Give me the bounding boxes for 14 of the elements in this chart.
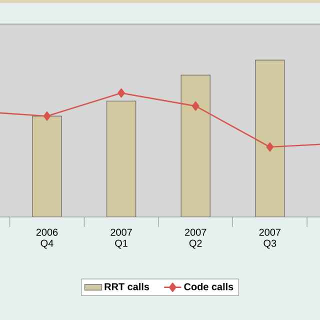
- bar: [180, 74, 210, 217]
- x-tick-label: 2007 Q1: [110, 228, 132, 249]
- bar: [106, 100, 136, 217]
- point: [266, 142, 274, 152]
- x-tick-label: 2007 Q2: [185, 228, 206, 249]
- point: [118, 88, 125, 98]
- point: [43, 111, 51, 121]
- x-tick-label: 2007 Q3: [259, 228, 280, 249]
- x-tick-label: 2006 Q4: [36, 228, 58, 249]
- point: [192, 101, 200, 111]
- legend-label: RRT calls: [104, 282, 150, 290]
- legend-label: Code calls: [184, 282, 234, 290]
- bar: [32, 116, 62, 217]
- bar: [255, 60, 285, 217]
